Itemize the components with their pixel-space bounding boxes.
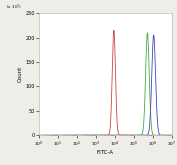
Text: $(x\ 10^1)$: $(x\ 10^1)$ <box>6 3 22 12</box>
Y-axis label: Count: Count <box>18 66 23 82</box>
X-axis label: FITC-A: FITC-A <box>97 150 114 155</box>
